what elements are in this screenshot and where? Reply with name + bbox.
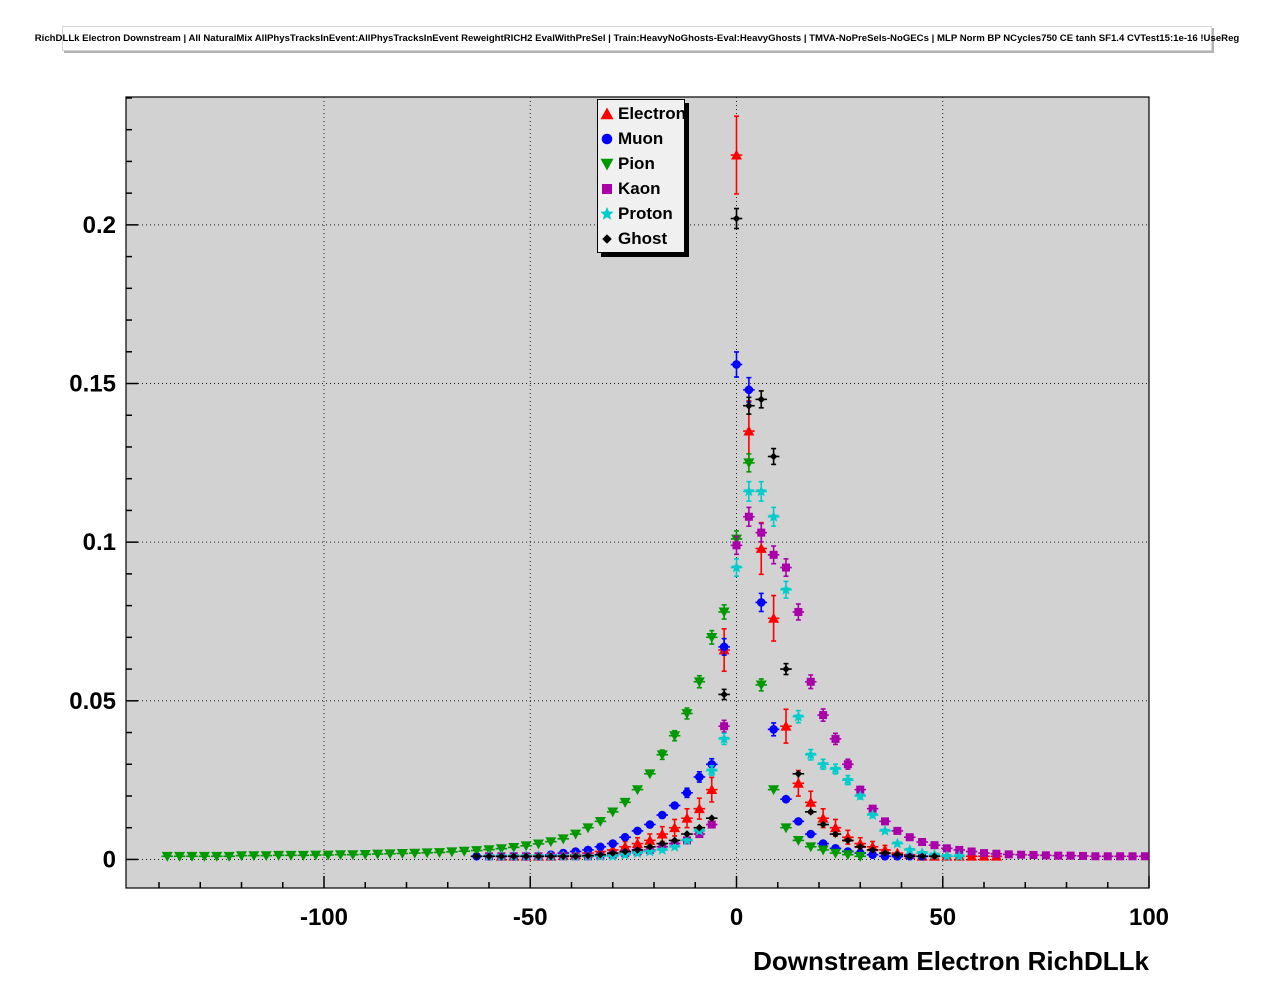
legend: Electron Muon Pion Kaon Proton Ghost (597, 99, 687, 253)
plot-title: RichDLLk Electron Downstream | All Natur… (34, 33, 1240, 44)
diamond-icon (602, 233, 612, 244)
legend-label: Proton (618, 203, 673, 223)
legend-item-electron: Electron (598, 101, 687, 126)
svg-text:100: 100 (1129, 904, 1169, 931)
grid-lines (126, 97, 1150, 888)
svg-text:-100: -100 (300, 904, 348, 931)
legend-label: Muon (618, 128, 664, 148)
star-icon (600, 206, 614, 220)
legend-item-proton: Proton (598, 201, 684, 226)
legend-item-kaon: Kaon (598, 176, 684, 201)
legend-label: Kaon (618, 178, 661, 198)
legend-item-muon: Muon (598, 126, 684, 151)
square-icon (602, 183, 612, 194)
plot-title-pave: RichDLLk Electron Downstream | All Natur… (35, 26, 1239, 51)
svg-text:0: 0 (103, 846, 116, 873)
svg-text:0.15: 0.15 (69, 371, 116, 398)
svg-text:0.2: 0.2 (83, 212, 116, 239)
plot-frame (125, 96, 1150, 889)
y-tick-labels: 0 0.05 0.1 0.15 0.2 (69, 212, 116, 874)
legend-label: Electron (618, 103, 687, 123)
axis-ticks (126, 97, 1150, 888)
legend-item-pion: Pion (598, 151, 684, 176)
x-tick-labels: -100 -50 0 50 100 (300, 904, 1169, 931)
legend-label: Ghost (618, 228, 668, 248)
series-ghost (470, 207, 941, 861)
legend-item-ghost: Ghost (598, 226, 684, 251)
triangle-down-icon (600, 158, 614, 170)
legend-label: Pion (618, 153, 655, 173)
circle-icon (601, 133, 613, 144)
svg-text:0: 0 (730, 904, 743, 931)
svg-text:50: 50 (929, 904, 956, 931)
triangle-up-icon (600, 107, 614, 119)
svg-text:0.1: 0.1 (83, 529, 116, 556)
svg-text:-50: -50 (513, 904, 548, 931)
svg-text:0.05: 0.05 (69, 688, 116, 715)
series-pion (161, 453, 867, 862)
x-axis-title: Downstream Electron RichDLLk (753, 946, 1149, 976)
